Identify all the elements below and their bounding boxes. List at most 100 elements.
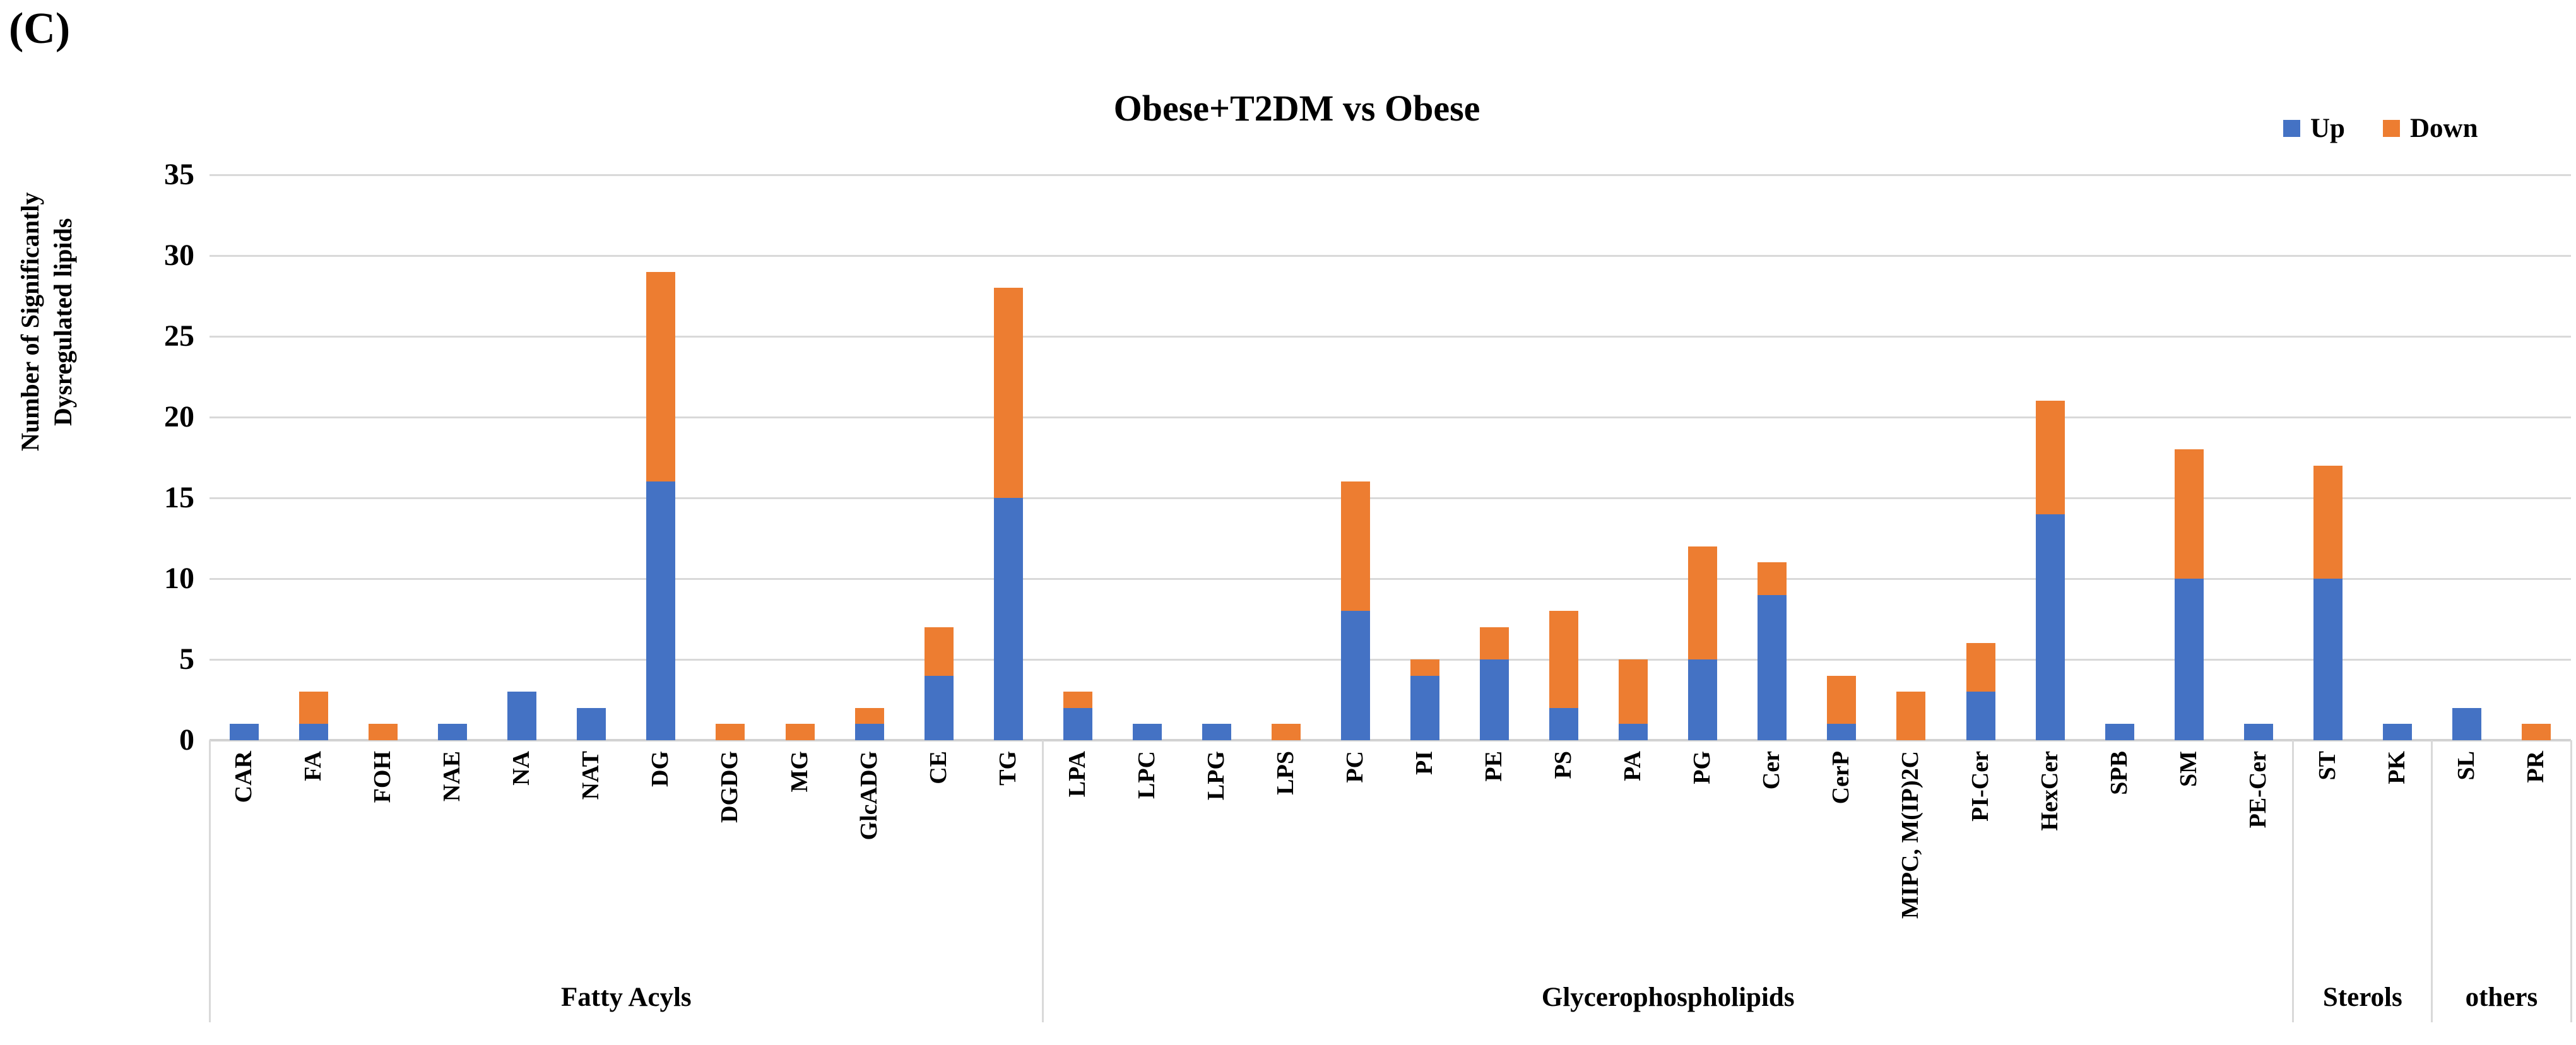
legend-down-label: Down <box>2409 114 2478 143</box>
bar-GlcADG-up <box>854 724 884 740</box>
y-tick-label-0: 0 <box>179 723 194 757</box>
x-category-label-SPB: SPB <box>2105 751 2132 795</box>
gridline-y30 <box>210 254 2571 257</box>
x-category-label-TG: TG <box>994 751 1021 786</box>
x-category-label-FOH: FOH <box>369 751 396 803</box>
x-category-label-GlcADG: GlcADG <box>855 751 882 841</box>
x-category-label-LPC: LPC <box>1133 751 1160 799</box>
x-category-label-PR: PR <box>2522 751 2549 783</box>
bar-PC-up <box>1340 611 1370 740</box>
x-category-label-CAR: CAR <box>230 751 257 803</box>
bar-Cer-down <box>1758 562 1787 595</box>
bar-NAE-up <box>438 724 468 740</box>
bar-CAR-up <box>230 724 259 740</box>
group-separator-0 <box>208 740 211 1022</box>
x-category-label-SM: SM <box>2175 751 2202 787</box>
group-separator-2 <box>2292 740 2295 1022</box>
bar-TG-up <box>993 498 1023 740</box>
group-separator-3 <box>2431 740 2433 1022</box>
bar-HexCer-down <box>2035 401 2065 514</box>
x-category-label-LPA: LPA <box>1063 751 1090 798</box>
bar-CE-down <box>924 627 954 676</box>
bar-PA-up <box>1619 724 1648 740</box>
bar-PS-down <box>1549 611 1579 708</box>
group-label-others: others <box>2465 983 2538 1012</box>
x-category-label-NAT: NAT <box>577 751 605 800</box>
bar-LPC-up <box>1132 724 1162 740</box>
bar-DG-up <box>646 481 676 740</box>
bar-ST-up <box>2313 579 2343 740</box>
bar-TG-down <box>993 288 1023 498</box>
legend-up-swatch-icon <box>2283 120 2300 137</box>
x-category-label-HexCer: HexCer <box>2036 751 2063 831</box>
x-category-label-PE-Cer: PE-Cer <box>2244 751 2271 829</box>
x-category-label-LPS: LPS <box>1272 751 1299 795</box>
bar-PA-down <box>1619 659 1648 724</box>
bar-MG-down <box>785 724 815 740</box>
bar-Cer-up <box>1758 594 1787 740</box>
x-category-label-MG: MG <box>786 751 813 793</box>
bar-LPA-up <box>1063 707 1092 740</box>
bar-CE-up <box>924 675 954 740</box>
gridline-y10 <box>210 577 2571 580</box>
group-label-fatty-acyls: Fatty Acyls <box>561 983 692 1012</box>
bar-GlcADG-down <box>854 707 884 724</box>
x-category-label-CE: CE <box>925 751 952 784</box>
gridline-y35 <box>210 174 2571 176</box>
gridline-y5 <box>210 658 2571 661</box>
bar-LPS-down <box>1271 724 1301 740</box>
bar-SL-up <box>2452 707 2481 740</box>
bar-DGDG-down <box>716 724 745 740</box>
bar-FA-up <box>299 724 329 740</box>
bar-PC-down <box>1340 481 1370 611</box>
chart-title: Obese+T2DM vs Obese <box>1113 88 1480 129</box>
y-tick-label-20: 20 <box>164 400 194 434</box>
group-separator-4 <box>2570 740 2572 1022</box>
y-tick-label-25: 25 <box>164 319 194 353</box>
x-axis-line <box>210 739 2571 741</box>
bar-FOH-down <box>369 724 398 740</box>
x-category-label-PE: PE <box>1480 751 1508 782</box>
x-category-label-DGDG: DGDG <box>716 751 743 823</box>
x-category-label-NA: NA <box>508 751 535 786</box>
x-category-label-PS: PS <box>1550 751 1577 779</box>
gridline-y25 <box>210 335 2571 338</box>
y-tick-label-30: 30 <box>164 239 194 272</box>
bar-PK-up <box>2382 724 2412 740</box>
bar-FA-down <box>299 692 329 724</box>
x-category-label-DG: DG <box>647 751 674 787</box>
bar-CerP-down <box>1827 675 1857 724</box>
bar-MIPC, M(IP)2C-down <box>1896 692 1926 740</box>
bar-DG-down <box>646 271 676 482</box>
x-category-label-LPG: LPG <box>1202 751 1229 801</box>
bar-PS-up <box>1549 707 1579 740</box>
bar-ST-down <box>2313 465 2343 579</box>
x-category-label-NAE: NAE <box>439 751 466 802</box>
bar-PR-down <box>2521 724 2551 740</box>
x-category-label-SL: SL <box>2452 751 2479 781</box>
bar-PG-down <box>1688 546 1718 659</box>
x-category-label-PG: PG <box>1689 751 1716 784</box>
bar-HexCer-up <box>2035 514 2065 740</box>
gridline-y20 <box>210 416 2571 418</box>
bar-NA-up <box>507 692 537 740</box>
bar-PE-up <box>1480 659 1510 740</box>
x-category-label-PI-Cer: PI-Cer <box>1966 751 1994 822</box>
x-category-label-CerP: CerP <box>1828 751 1855 805</box>
group-label-sterols: Sterols <box>2322 983 2402 1012</box>
bar-SM-down <box>2174 449 2204 579</box>
legend: Up Down <box>2283 115 2478 142</box>
y-tick-label-15: 15 <box>164 481 194 514</box>
bar-LPA-down <box>1063 692 1092 708</box>
legend-down-swatch-icon <box>2382 120 2400 137</box>
group-separator-1 <box>1042 740 1044 1022</box>
bar-PI-Cer-down <box>1966 643 1995 692</box>
bar-SM-up <box>2174 579 2204 740</box>
bar-LPG-up <box>1202 724 1231 740</box>
y-tick-label-35: 35 <box>164 158 194 191</box>
bar-PI-Cer-up <box>1966 692 1995 740</box>
panel-label: (C) <box>9 4 71 53</box>
group-label-glycerophospholipids: Glycerophospholipids <box>1541 983 1795 1012</box>
y-axis-title-line1: Number of Significantly <box>16 192 44 452</box>
